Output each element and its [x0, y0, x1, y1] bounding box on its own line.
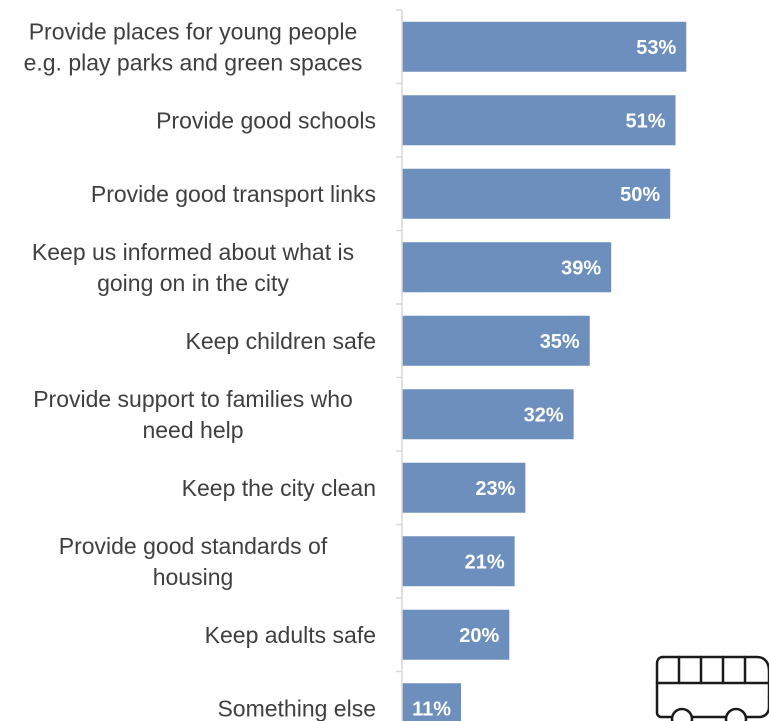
category-label-4-line-2: going on in the city [97, 270, 289, 296]
bar-5 [402, 315, 590, 366]
category-label-1-line-2: e.g. play parks and green spaces [24, 49, 363, 75]
bar-10 [402, 683, 461, 721]
value-label-7: 23% [475, 478, 515, 500]
value-label-5: 35% [540, 331, 580, 353]
value-label-10: 11% [412, 698, 451, 720]
bar-3 [402, 168, 671, 219]
bar-9 [402, 609, 510, 660]
category-label-4-line-1: Keep us informed about what is [32, 239, 354, 265]
value-label-1: 53% [636, 37, 676, 59]
bar-2 [402, 95, 676, 146]
category-label-6-line-2: need help [142, 417, 243, 443]
category-label-10: Something else [217, 695, 376, 721]
value-label-2: 51% [626, 110, 666, 132]
bar-8 [402, 536, 515, 587]
value-label-8: 21% [465, 551, 505, 573]
category-label-1-line-1: Provide places for young people [29, 18, 358, 44]
category-label-9: Keep adults safe [205, 622, 376, 648]
value-label-3: 50% [620, 184, 660, 206]
bus-icon [655, 655, 769, 721]
category-labels-group: Provide places for young people e.g. play… [24, 18, 376, 721]
category-label-7: Keep the city clean [182, 475, 376, 501]
category-label-8-line-2: housing [153, 564, 234, 590]
category-label-3: Provide good transport links [91, 181, 376, 207]
category-label-2: Provide good schools [156, 107, 376, 133]
category-label-5: Keep children safe [185, 328, 376, 354]
bar-4 [402, 242, 612, 293]
value-label-4: 39% [561, 257, 601, 279]
value-label-6: 32% [524, 404, 564, 426]
bar-1 [402, 21, 687, 72]
value-label-9: 20% [459, 625, 499, 647]
bar-6 [402, 389, 574, 440]
bars-group: 53% 51% 50% 39% 35% 32% 23% 21% 20% 11% [402, 21, 687, 721]
category-axis [396, 9, 403, 721]
category-label-8-line-1: Provide good standards of [59, 533, 328, 559]
category-label-6-line-1: Provide support to families who [33, 386, 353, 412]
bar-7 [402, 462, 526, 513]
